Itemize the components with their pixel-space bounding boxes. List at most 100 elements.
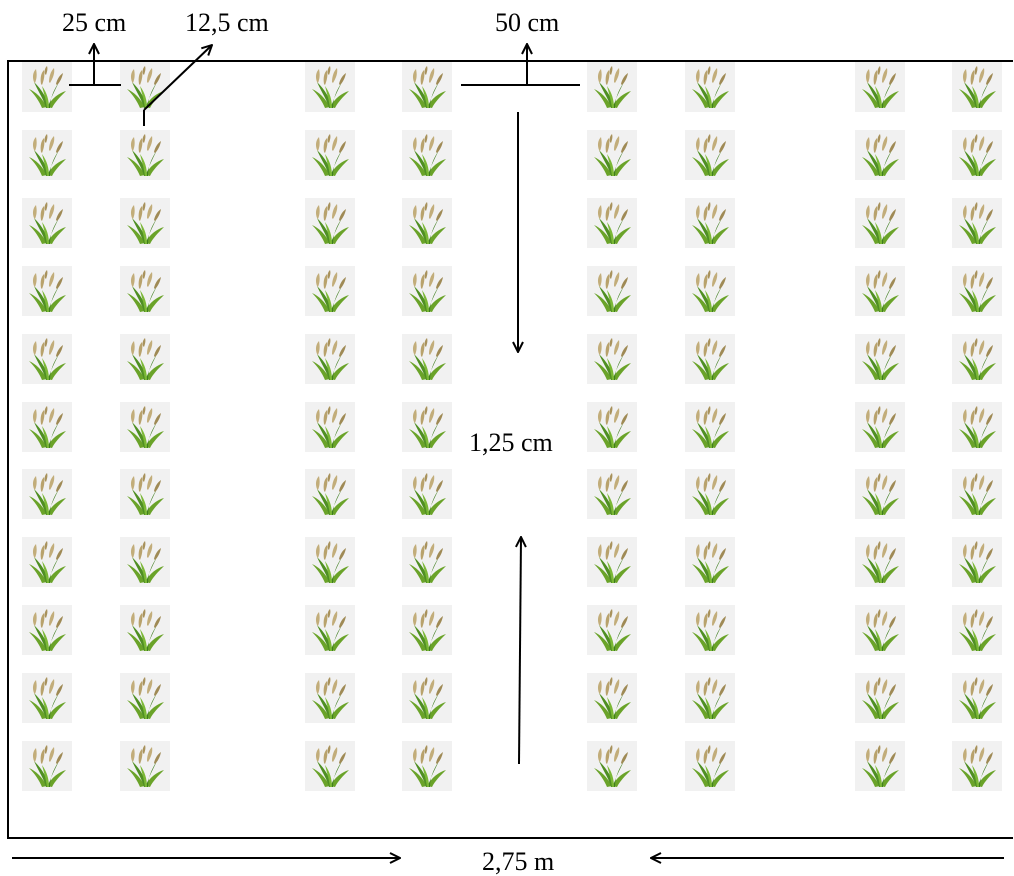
- millet-plant-icon: [952, 741, 1002, 791]
- millet-plant-icon: [855, 198, 905, 248]
- label-25cm: 25 cm: [62, 8, 126, 37]
- millet-plant-icon: [305, 605, 355, 655]
- dimension-50cm: 50 cm: [461, 8, 580, 86]
- millet-plant-icon: [402, 334, 452, 384]
- millet-plant-icon: [952, 130, 1002, 180]
- millet-plant-icon: [22, 130, 72, 180]
- millet-plant-icon: [587, 62, 637, 112]
- millet-plant-icon: [22, 266, 72, 316]
- millet-plant-icon: [120, 673, 170, 723]
- millet-plant-icon: [22, 537, 72, 587]
- dimension-25cm: 25 cm: [62, 8, 126, 86]
- millet-plant-icon: [685, 266, 735, 316]
- millet-plant-icon: [120, 402, 170, 452]
- millet-plant-icon: [685, 62, 735, 112]
- millet-plant-icon: [587, 130, 637, 180]
- millet-plant-icon: [120, 469, 170, 519]
- millet-plant-icon: [587, 198, 637, 248]
- millet-plant-icon: [855, 469, 905, 519]
- millet-plant-icon: [305, 402, 355, 452]
- millet-plant-icon: [402, 266, 452, 316]
- millet-plant-icon: [305, 673, 355, 723]
- millet-plant-icon: [402, 62, 452, 112]
- millet-plant-icon: [120, 741, 170, 791]
- plot-border: [7, 60, 1013, 839]
- dimension-length: 1,25 cm: [469, 112, 553, 765]
- millet-plant-icon: [685, 673, 735, 723]
- millet-plant-icon: [587, 402, 637, 452]
- millet-plant-icon: [22, 741, 72, 791]
- millet-plant-icon: [952, 402, 1002, 452]
- millet-plant-icon: [855, 673, 905, 723]
- millet-plant-icon: [855, 605, 905, 655]
- label-50cm: 50 cm: [495, 8, 559, 37]
- millet-plant-icon: [305, 469, 355, 519]
- millet-plant-icon: [685, 402, 735, 452]
- plant-grid: [22, 62, 1002, 791]
- millet-plant-icon: [855, 334, 905, 384]
- millet-plant-icon: [120, 198, 170, 248]
- dimension-12-5cm: 12,5 cm: [143, 8, 269, 126]
- millet-plant-icon: [305, 266, 355, 316]
- millet-plant-icon: [120, 130, 170, 180]
- millet-plant-icon: [120, 334, 170, 384]
- millet-plant-icon: [952, 673, 1002, 723]
- millet-plant-icon: [305, 537, 355, 587]
- millet-plant-icon: [402, 605, 452, 655]
- millet-plant-icon: [402, 198, 452, 248]
- millet-plant-icon: [402, 537, 452, 587]
- millet-plant-icon: [402, 741, 452, 791]
- millet-plant-icon: [120, 62, 170, 112]
- millet-plant-icon: [305, 741, 355, 791]
- millet-plant-icon: [855, 266, 905, 316]
- millet-plant-icon: [587, 673, 637, 723]
- millet-plant-icon: [685, 334, 735, 384]
- millet-plant-icon: [855, 741, 905, 791]
- millet-plant-icon: [587, 266, 637, 316]
- millet-plant-icon: [685, 741, 735, 791]
- millet-plant-icon: [855, 130, 905, 180]
- millet-plant-icon: [855, 62, 905, 112]
- label-plot-length: 1,25 cm: [469, 428, 553, 457]
- millet-plant-icon: [952, 605, 1002, 655]
- millet-plant-icon: [402, 130, 452, 180]
- millet-plant-icon: [402, 673, 452, 723]
- millet-plant-icon: [305, 198, 355, 248]
- millet-plant-icon: [120, 266, 170, 316]
- millet-plant-icon: [22, 469, 72, 519]
- millet-plant-icon: [952, 198, 1002, 248]
- millet-plant-icon: [952, 62, 1002, 112]
- millet-plant-icon: [952, 266, 1002, 316]
- millet-plant-icon: [402, 469, 452, 519]
- millet-plant-icon: [685, 130, 735, 180]
- millet-plant-icon: [952, 469, 1002, 519]
- millet-plant-icon: [685, 198, 735, 248]
- millet-plant-icon: [685, 469, 735, 519]
- millet-plant-icon: [305, 334, 355, 384]
- millet-plant-icon: [22, 62, 72, 112]
- millet-plant-icon: [587, 469, 637, 519]
- millet-plant-icon: [22, 198, 72, 248]
- millet-plant-icon: [120, 537, 170, 587]
- millet-plant-icon: [855, 402, 905, 452]
- millet-plant-icon: [685, 537, 735, 587]
- millet-plant-icon: [22, 673, 72, 723]
- millet-plant-icon: [305, 130, 355, 180]
- millet-plant-icon: [305, 62, 355, 112]
- millet-plant-icon: [587, 334, 637, 384]
- millet-plant-icon: [685, 605, 735, 655]
- millet-plant-icon: [952, 334, 1002, 384]
- millet-plant-icon: [587, 537, 637, 587]
- millet-plant-icon: [855, 537, 905, 587]
- millet-plant-icon: [402, 402, 452, 452]
- millet-plant-icon: [587, 741, 637, 791]
- dimension-width: 2,75 m: [12, 847, 1004, 876]
- millet-plant-icon: [22, 605, 72, 655]
- label-12-5cm: 12,5 cm: [185, 8, 269, 37]
- millet-plant-icon: [587, 605, 637, 655]
- millet-plant-icon: [22, 402, 72, 452]
- millet-plant-icon: [952, 537, 1002, 587]
- millet-plant-icon: [120, 605, 170, 655]
- millet-plant-icon: [22, 334, 72, 384]
